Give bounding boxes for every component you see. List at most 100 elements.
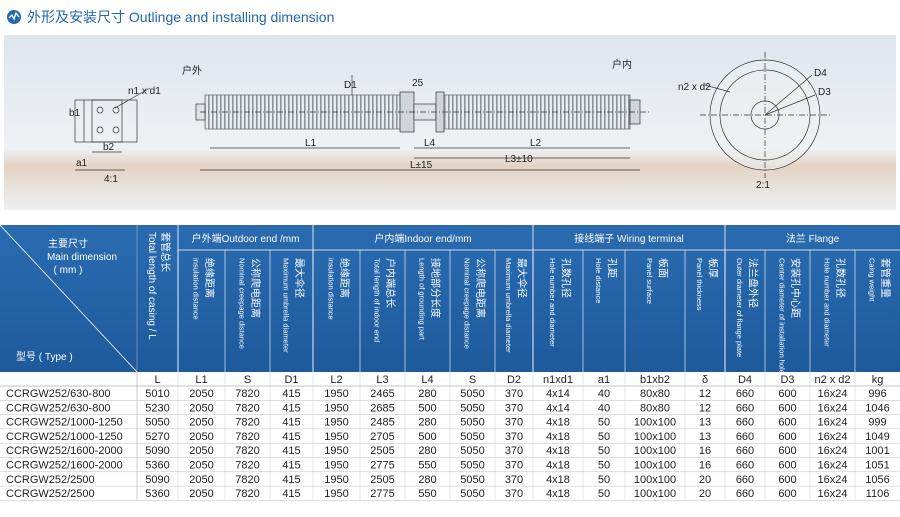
symbol: a1 [598,374,610,386]
value-cell: 2775 [370,460,394,472]
column-header-en: Hole number and diameter [548,258,557,347]
value-cell: 2050 [189,445,213,457]
value-cell: 1950 [324,445,348,457]
type-cell: CCRGW252/2500 [6,488,95,500]
value-cell: 600 [778,445,796,457]
type-cell: CCRGW252/1000-1250 [6,417,123,429]
group-header: 户外端Outdoor end /mm [192,232,300,245]
value-cell: 1950 [324,474,348,486]
column-header-en: Hole distance [594,258,603,303]
value-cell: 415 [282,474,300,486]
value-cell: 5050 [460,445,484,457]
value-cell: 16x24 [818,402,848,414]
value-cell: 7820 [235,460,259,472]
value-cell: 660 [736,402,754,414]
value-cell: 660 [736,445,754,457]
value-cell: 100x100 [634,488,676,500]
value-cell: 50 [598,431,610,443]
value-cell: 415 [282,417,300,429]
column-header-zh: 最大伞径 [293,258,306,298]
value-cell: 600 [778,388,796,400]
symbol: L4 [421,374,433,386]
column-header-en: Panel surface [645,258,654,304]
terminal-inner [91,99,123,143]
corner-zh: 主要尺寸 [48,237,88,250]
value-cell: 1001 [865,445,889,457]
drawing-label: L4 [424,138,436,149]
corner-type: 型号 ( Type ) [16,350,73,363]
column-header-zh: 板面 [656,258,669,278]
value-cell: 7820 [235,431,259,443]
value-cell: 12 [699,402,711,414]
value-cell: 415 [282,460,300,472]
value-cell: 370 [505,474,523,486]
drawing-label: 25 [412,78,424,89]
value-cell: 16 [699,460,711,472]
column-header-en: Panel thickness [695,258,704,311]
drawing-label: a1 [76,158,88,169]
type-cell: CCRGW252/2500 [6,474,95,486]
value-cell: 415 [282,402,300,414]
title-icon-mark [8,11,20,21]
value-cell: 50 [598,417,610,429]
value-cell: 50 [598,445,610,457]
column-header-zh: 绝缘距离 [203,258,216,298]
value-cell: 5360 [145,488,169,500]
value-cell: 370 [505,388,523,400]
value-cell: 50 [598,488,610,500]
corner-diagonal [0,224,138,373]
drawing-label: D3 [818,87,831,98]
value-cell: 4x18 [546,474,570,486]
drawing-label: n1 x d1 [128,86,161,97]
drawing-label: D1 [344,80,357,91]
group-header: 法兰 Flange [786,232,840,245]
symbol: δ [702,374,708,386]
column-header-en: Outer diameter of flange plate [735,258,744,357]
column-header-en: Total length of indoor end [373,258,382,342]
value-cell: 370 [505,488,523,500]
value-cell: 2485 [370,417,394,429]
symbol: L3 [376,374,388,386]
value-cell: 4x18 [546,445,570,457]
value-cell: 5360 [145,460,169,472]
symbol: kg [872,374,884,386]
value-cell: 2050 [189,388,213,400]
value-cell: 280 [418,474,436,486]
corner-en: Main dimension [47,252,117,263]
drawing-label: 4:1 [104,174,118,185]
value-cell: 40 [598,388,610,400]
column-header-zh: 孔数孔径 [834,258,847,298]
symbol: D2 [507,374,521,386]
value-cell: 5050 [460,488,484,500]
group-header: 接线端子 Wiring terminal [574,232,683,245]
column-header-zh: 公称爬电距离 [249,258,262,318]
value-cell: 100x100 [634,445,676,457]
value-cell: 2050 [189,460,213,472]
value-cell: 1106 [866,488,890,500]
column-header-zh: 套管总长 [159,232,172,272]
value-cell: 370 [505,431,523,443]
value-cell: 280 [418,388,436,400]
value-cell: 660 [736,488,754,500]
drawing-label: D4 [814,68,827,79]
value-cell: 16 [699,445,711,457]
value-cell: 12 [699,388,711,400]
value-cell: 660 [736,474,754,486]
value-cell: 370 [505,402,523,414]
value-cell: 80x80 [640,402,670,414]
value-cell: 1950 [324,431,348,443]
column-header-zh: 板厚 [706,258,719,278]
value-cell: 20 [699,488,711,500]
value-cell: 5050 [460,460,484,472]
drawing-label: L2 [530,138,542,149]
value-cell: 2505 [370,445,394,457]
drawing-label: 户内 [612,58,632,71]
value-cell: 5050 [460,388,484,400]
symbol: b1xb2 [640,374,670,386]
symbol: n2 x d2 [814,374,850,386]
value-cell: 7820 [235,402,259,414]
drawing-label: b1 [69,108,81,119]
column-header-en: Length of grounding part [418,258,427,341]
value-cell: 16x24 [818,388,848,400]
